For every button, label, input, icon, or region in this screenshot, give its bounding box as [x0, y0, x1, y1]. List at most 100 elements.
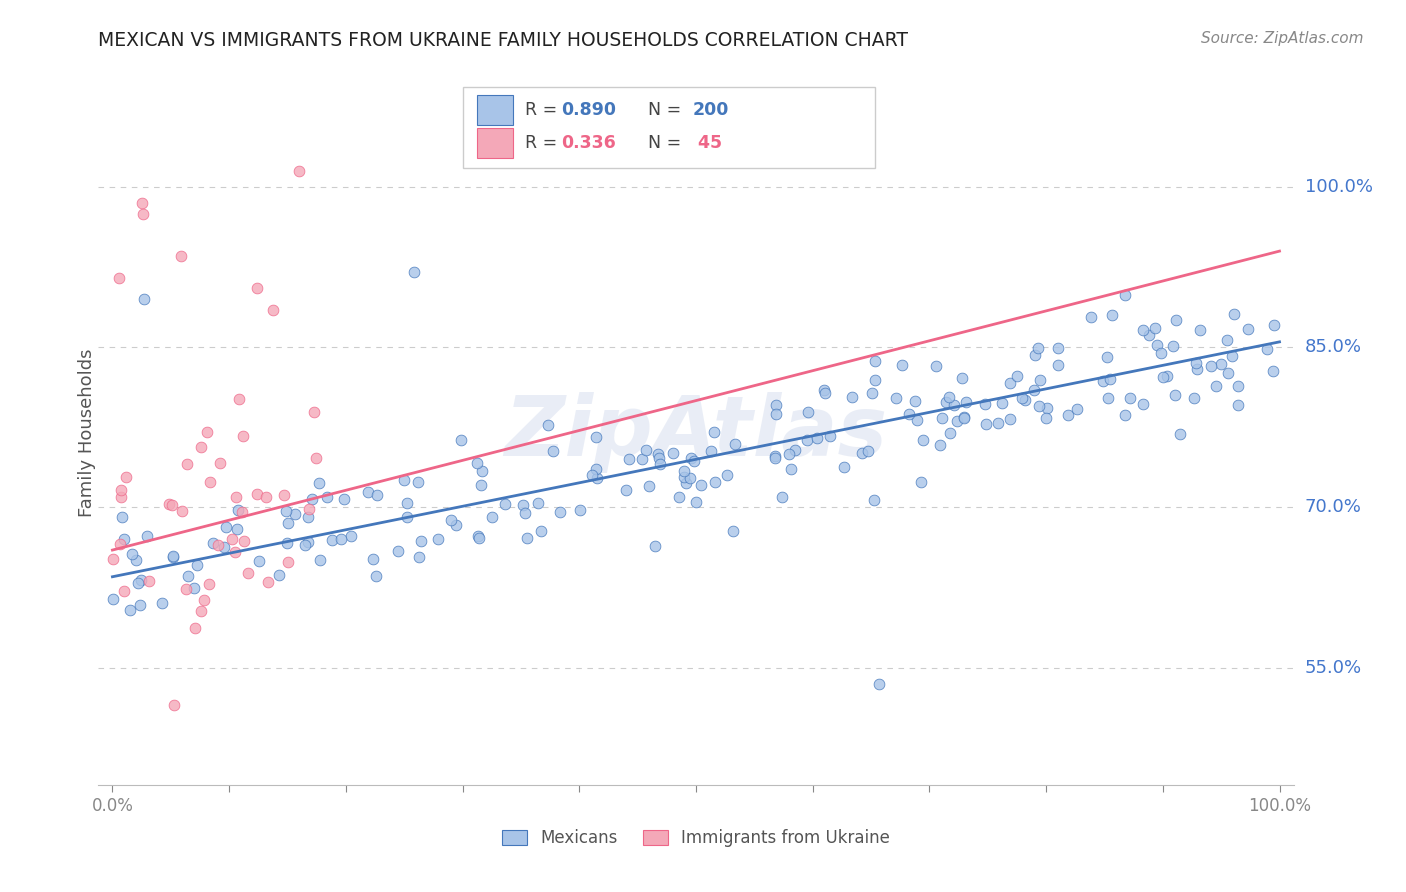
- Point: [910, 475, 932, 489]
- Point: [363, 552, 385, 566]
- Point: [114, 470, 136, 484]
- Point: [1046, 358, 1069, 372]
- Point: [987, 416, 1010, 430]
- Text: 0.336: 0.336: [561, 134, 616, 152]
- Point: [176, 457, 198, 471]
- Point: [110, 490, 132, 504]
- Point: [297, 510, 319, 524]
- Point: [1024, 348, 1046, 362]
- Point: [1091, 375, 1114, 389]
- Point: [946, 414, 969, 428]
- Point: [1201, 359, 1223, 373]
- Point: [991, 396, 1014, 410]
- Point: [911, 433, 934, 447]
- Point: [1080, 310, 1102, 325]
- Point: [668, 490, 690, 504]
- Point: [778, 447, 800, 461]
- FancyBboxPatch shape: [463, 87, 875, 169]
- Point: [1101, 309, 1123, 323]
- Point: [215, 520, 238, 534]
- Point: [111, 510, 134, 524]
- Point: [246, 487, 269, 501]
- Point: [1097, 351, 1119, 365]
- Point: [648, 457, 671, 471]
- Point: [683, 453, 706, 467]
- Point: [863, 373, 886, 387]
- Point: [262, 302, 284, 317]
- Point: [1215, 334, 1237, 348]
- Point: [193, 592, 215, 607]
- Text: 200: 200: [692, 101, 728, 119]
- Point: [108, 537, 131, 551]
- Point: [1188, 323, 1211, 337]
- Point: [190, 440, 212, 454]
- Legend: Mexicans, Immigrants from Ukraine: Mexicans, Immigrants from Ukraine: [495, 822, 897, 855]
- Point: [796, 434, 818, 448]
- Point: [273, 488, 295, 502]
- Point: [770, 490, 793, 504]
- Point: [1156, 369, 1178, 384]
- Point: [581, 467, 603, 482]
- Point: [814, 385, 837, 400]
- Point: [427, 532, 450, 546]
- Point: [976, 417, 998, 431]
- Point: [1164, 388, 1187, 402]
- Point: [224, 545, 246, 559]
- Point: [202, 535, 225, 549]
- Point: [648, 450, 671, 465]
- Point: [586, 471, 609, 485]
- Point: [863, 354, 886, 368]
- Point: [254, 490, 277, 504]
- Point: [569, 503, 592, 517]
- Point: [1026, 341, 1049, 355]
- Point: [527, 496, 550, 510]
- Point: [617, 452, 640, 467]
- Point: [1014, 393, 1036, 408]
- Point: [197, 577, 219, 591]
- Point: [174, 582, 197, 596]
- Point: [1022, 383, 1045, 397]
- Point: [929, 438, 952, 452]
- Point: [238, 566, 260, 581]
- Point: [200, 475, 222, 489]
- Point: [1046, 341, 1069, 355]
- Point: [392, 474, 415, 488]
- Text: N =: N =: [648, 101, 688, 119]
- Point: [162, 549, 184, 563]
- Point: [190, 604, 212, 618]
- Point: [195, 425, 218, 439]
- Point: [860, 385, 883, 400]
- Point: [136, 529, 159, 543]
- Point: [1261, 364, 1284, 378]
- FancyBboxPatch shape: [477, 95, 513, 125]
- Point: [471, 464, 494, 478]
- Point: [820, 428, 842, 442]
- Point: [765, 399, 787, 413]
- Point: [516, 531, 538, 545]
- Point: [214, 540, 236, 554]
- Point: [644, 539, 666, 553]
- Point: [763, 451, 786, 466]
- Point: [121, 547, 143, 561]
- Point: [183, 581, 205, 595]
- Point: [931, 410, 953, 425]
- Point: [1011, 391, 1033, 405]
- Point: [905, 412, 928, 426]
- Point: [1182, 391, 1205, 405]
- Point: [132, 207, 155, 221]
- Point: [1056, 408, 1078, 422]
- Point: [1114, 408, 1136, 422]
- Text: Source: ZipAtlas.com: Source: ZipAtlas.com: [1201, 31, 1364, 46]
- Point: [1216, 366, 1239, 380]
- Point: [672, 464, 695, 478]
- Point: [675, 476, 697, 491]
- Point: [785, 442, 807, 457]
- Point: [150, 596, 173, 610]
- Point: [763, 449, 786, 463]
- Point: [170, 504, 193, 518]
- Point: [631, 451, 654, 466]
- Point: [1066, 401, 1088, 416]
- Point: [357, 484, 380, 499]
- Point: [700, 444, 723, 458]
- Point: [862, 493, 884, 508]
